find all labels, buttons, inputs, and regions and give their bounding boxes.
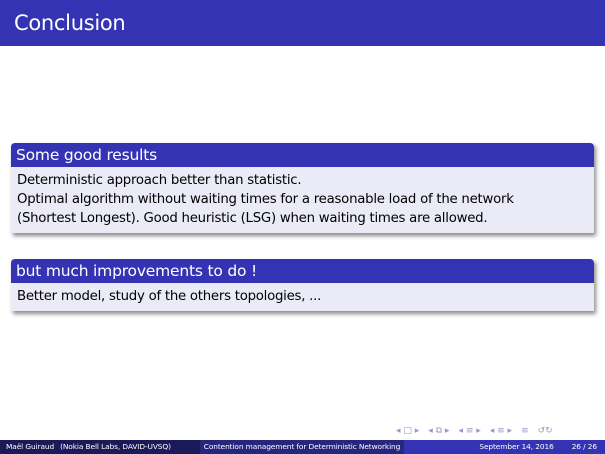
block-good-results: Some good results Deterministic approach… xyxy=(11,143,594,233)
search-icon[interactable]: ↺↻ xyxy=(537,426,553,436)
footer-page-number: 26 / 26 xyxy=(571,442,597,451)
footer: Maël Guiraud (Nokia Bell Labs, DAVID-UVS… xyxy=(0,440,605,454)
section-nav-icon[interactable]: ◂ ≡ ▸ xyxy=(458,426,481,436)
footer-author: Maël Guiraud xyxy=(6,442,55,451)
footer-author-section: Maël Guiraud (Nokia Bell Labs, DAVID-UVS… xyxy=(0,440,200,454)
block-line: Better model, study of the others topolo… xyxy=(17,289,322,304)
align-icon[interactable]: ≡ xyxy=(521,426,529,436)
block-improvements: but much improvements to do ! Better mod… xyxy=(11,259,594,311)
footer-talk-title: Contention management for Deterministic … xyxy=(200,440,404,454)
subsection-nav-icon[interactable]: ◂ ⧉ ▸ xyxy=(428,426,450,436)
block-body: Better model, study of the others topolo… xyxy=(11,283,594,311)
block-body: Deterministic approach better than stati… xyxy=(11,167,594,233)
block-heading: but much improvements to do ! xyxy=(11,259,594,283)
block-line: (Shortest Longest). Good heuristic (LSG)… xyxy=(17,211,488,226)
footer-date: September 14, 2016 xyxy=(479,442,554,451)
footer-date-page: September 14, 2016 26 / 26 xyxy=(404,440,605,454)
beamer-navigation: ◂ □ ▸ ◂ ⧉ ▸ ◂ ≡ ▸ ◂ ≡ ▸ ≡ ↺↻ xyxy=(396,424,596,438)
footer-affiliation: (Nokia Bell Labs, DAVID-UVSQ) xyxy=(60,442,171,451)
block-line: Optimal algorithm without waiting times … xyxy=(17,192,514,207)
block-heading: Some good results xyxy=(11,143,594,167)
document-nav-icon[interactable]: ◂ ≡ ▸ xyxy=(489,426,513,436)
slide-title: Conclusion xyxy=(0,0,605,46)
block-line: Deterministic approach better than stati… xyxy=(17,173,302,188)
frame-nav-icon[interactable]: ◂ □ ▸ xyxy=(396,426,420,436)
